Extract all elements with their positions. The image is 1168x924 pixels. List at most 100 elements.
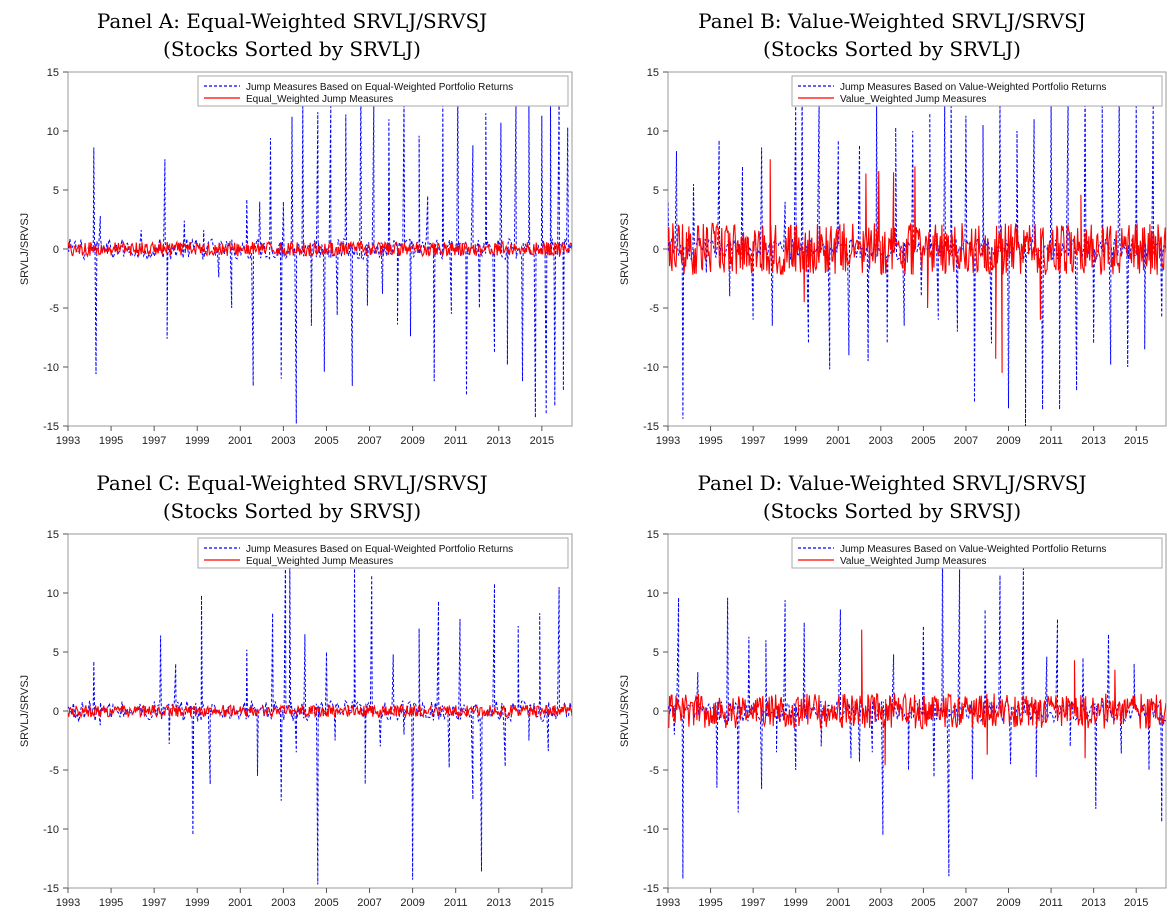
x-tick-label: 2003	[271, 435, 295, 447]
legend-box	[197, 75, 569, 107]
y-tick-label: -5	[49, 765, 59, 777]
panel-title: Panel D: Value-Weighted SRVLJ/SRVSJ	[697, 471, 1087, 495]
y-tick-label: 5	[653, 185, 659, 197]
y-tick-label: -10	[643, 824, 659, 836]
chart-panel-b: -15 -10 -5 0 5 10 15 1993 1995 1997 1999 2001 2003 20…	[619, 67, 1167, 447]
x-tick-label: 1999	[185, 897, 209, 909]
legend: Jump Measures Based on Value-Weighted Po…	[791, 75, 1163, 107]
y-tick-label: -5	[649, 765, 659, 777]
panel-a: Panel A: Equal-Weighted SRVLJ/SRVSJ (Sto…	[0, 0, 584, 462]
x-tick-label: 2011	[1039, 897, 1063, 909]
y-tick-label: -15	[643, 421, 659, 433]
y-tick-label: -10	[43, 362, 59, 374]
x-tick-label: 2009	[996, 897, 1020, 909]
x-tick-label: 1997	[142, 897, 166, 909]
panel-title: Panel A: Equal-Weighted SRVLJ/SRVSJ	[96, 9, 488, 33]
panel-title: Panel C: Equal-Weighted SRVLJ/SRVSJ	[96, 471, 488, 495]
y-tick-label: 0	[53, 244, 59, 256]
y-tick-label: 0	[653, 244, 659, 256]
legend: Jump Measures Based on Equal-Weighted Po…	[197, 75, 569, 107]
legend-box	[791, 537, 1163, 569]
y-tick-label: 5	[53, 185, 59, 197]
x-tick-label: 1999	[783, 897, 807, 909]
y-tick-label: 15	[647, 529, 659, 541]
x-tick-label: 2015	[1124, 897, 1148, 909]
x-tick-label: 2011	[444, 435, 468, 447]
legend-box	[197, 537, 569, 569]
panel-subtitle: (Stocks Sorted by SRVSJ)	[762, 499, 1022, 523]
legend-label: Jump Measures Based on Equal-Weighted Po…	[246, 82, 513, 93]
y-tick-label: 15	[47, 67, 59, 79]
x-tick-label: 1993	[56, 435, 80, 447]
x-tick-label: 2005	[314, 435, 338, 447]
panel-d: Panel D: Value-Weighted SRVLJ/SRVSJ (Sto…	[600, 462, 1168, 924]
x-tick-label: 2009	[400, 897, 424, 909]
x-tick-label: 2013	[487, 897, 511, 909]
y-tick-label: -10	[643, 362, 659, 374]
x-tick-label: 2005	[314, 897, 338, 909]
x-tick-label: 2007	[357, 435, 381, 447]
x-tick-label: 2015	[1124, 435, 1148, 447]
x-tick-label: 2003	[869, 435, 893, 447]
x-tick-label: 1997	[741, 435, 765, 447]
chart-panel-a: -15 -10 -5 0 5 10 15 1993 1995 1997 1999 2001 2003 20…	[19, 67, 573, 447]
x-tick-label: 2005	[911, 435, 935, 447]
y-tick-label: 0	[53, 706, 59, 718]
x-tick-label: 2013	[1081, 897, 1105, 909]
y-tick-label: 10	[47, 126, 59, 138]
y-axis-label: SRVLJ/SRVSJ	[619, 675, 631, 747]
panel-subtitle: (Stocks Sorted by SRVSJ)	[162, 499, 422, 523]
y-tick-label: 15	[647, 67, 659, 79]
x-tick-label: 2003	[869, 897, 893, 909]
y-tick-label: 15	[47, 529, 59, 541]
y-tick-label: 5	[53, 647, 59, 659]
y-tick-label: -15	[43, 421, 59, 433]
legend-box	[791, 75, 1163, 107]
x-tick-label: 1993	[656, 435, 680, 447]
x-tick-label: 1995	[698, 435, 722, 447]
x-tick-label: 2001	[228, 897, 252, 909]
x-tick-label: 1995	[99, 435, 123, 447]
x-tick-label: 2009	[400, 435, 424, 447]
x-tick-label: 2013	[1081, 435, 1105, 447]
x-tick-label: 1999	[783, 435, 807, 447]
legend-label: Equal_Weighted Jump Measures	[246, 556, 393, 567]
chart-panel-d: -15 -10 -5 0 5 10 15 1993 1995 1997 1999 2001 2003 20…	[619, 529, 1167, 909]
x-tick-label: 2007	[954, 435, 978, 447]
panel-b: Panel B: Value-Weighted SRVLJ/SRVSJ (Sto…	[600, 0, 1168, 462]
x-tick-label: 1997	[741, 897, 765, 909]
panel-subtitle: (Stocks Sorted by SRVLJ)	[163, 37, 421, 61]
legend-label: Jump Measures Based on Equal-Weighted Po…	[246, 544, 513, 555]
legend-label: Jump Measures Based on Value-Weighted Po…	[840, 82, 1106, 93]
x-tick-label: 1999	[185, 435, 209, 447]
x-tick-label: 2009	[996, 435, 1020, 447]
y-tick-label: -5	[49, 303, 59, 315]
x-tick-label: 2001	[826, 435, 850, 447]
x-tick-label: 1997	[142, 435, 166, 447]
x-tick-label: 1993	[56, 897, 80, 909]
legend-label: Value_Weighted Jump Measures	[840, 94, 986, 105]
y-tick-label: -10	[43, 824, 59, 836]
x-tick-label: 1995	[99, 897, 123, 909]
series-line-red	[68, 240, 572, 258]
x-tick-label: 2013	[487, 435, 511, 447]
panel-subtitle: (Stocks Sorted by SRVLJ)	[763, 37, 1021, 61]
series-line-red	[68, 703, 572, 719]
x-tick-label: 2015	[530, 435, 554, 447]
y-tick-label: 0	[653, 706, 659, 718]
y-axis-label: SRVLJ/SRVSJ	[619, 213, 631, 285]
x-tick-label: 2001	[826, 897, 850, 909]
x-tick-label: 2003	[271, 897, 295, 909]
y-tick-label: -15	[643, 883, 659, 895]
x-tick-label: 2007	[357, 897, 381, 909]
y-axis-label: SRVLJ/SRVSJ	[19, 675, 31, 747]
x-tick-label: 2011	[444, 897, 468, 909]
y-tick-label: 10	[47, 588, 59, 600]
legend-label: Value_Weighted Jump Measures	[840, 556, 986, 567]
y-axis-label: SRVLJ/SRVSJ	[19, 213, 31, 285]
x-tick-label: 2011	[1039, 435, 1063, 447]
series-line-red	[668, 159, 1166, 373]
legend: Jump Measures Based on Equal-Weighted Po…	[197, 537, 569, 569]
x-tick-label: 1995	[698, 897, 722, 909]
legend-label: Jump Measures Based on Value-Weighted Po…	[840, 544, 1106, 555]
